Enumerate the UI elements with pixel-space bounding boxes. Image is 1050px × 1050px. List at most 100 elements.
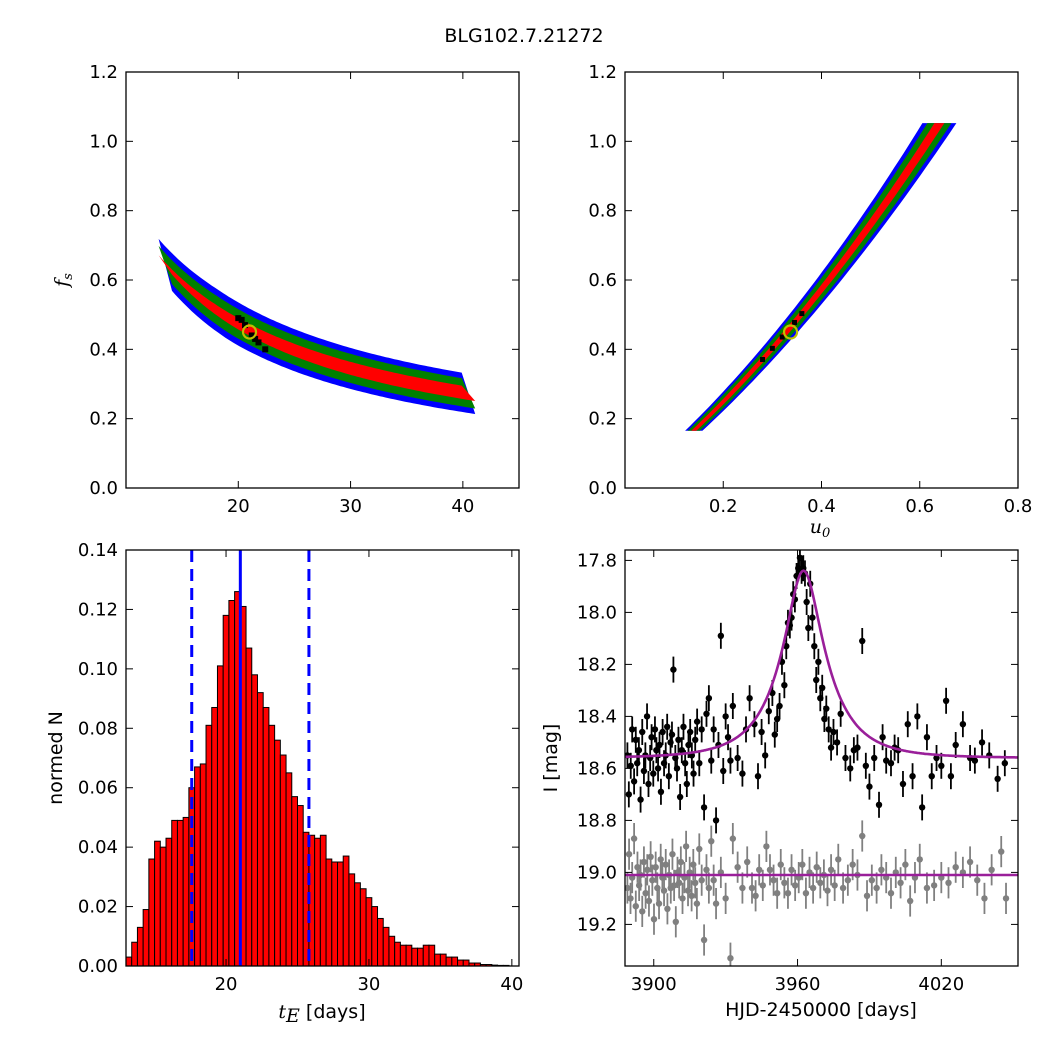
best-fit-cell (791, 319, 797, 325)
data-point (640, 767, 648, 775)
residual-point (684, 887, 692, 894)
residual-point (770, 877, 777, 884)
y-tick-label: 1.0 (588, 131, 617, 152)
y-tick-label: 0.04 (78, 837, 118, 858)
data-point (708, 757, 715, 764)
residual-point (802, 890, 810, 897)
data-point (842, 754, 849, 762)
data-point (651, 726, 659, 733)
data-point (720, 767, 727, 775)
residual-point (729, 835, 737, 842)
x-tick-label: 40 (500, 974, 523, 995)
x-tick-label: 3900 (631, 974, 677, 995)
data-point (854, 744, 861, 751)
data-point (815, 658, 822, 665)
te-fs-ticks: 20 30 40 0.0 0.2 0.4 0.6 0.8 1.0 1.2 (89, 62, 519, 517)
y-tick-label: 17.8 (577, 550, 617, 571)
residual-point (945, 879, 952, 886)
x-tick-label: 40 (451, 496, 474, 517)
residual-point (705, 884, 713, 892)
data-point (698, 726, 705, 733)
data-point (625, 791, 633, 798)
data-point (859, 637, 866, 645)
residual-point (974, 877, 981, 884)
histogram-bar (354, 882, 361, 967)
histogram-bar (417, 947, 424, 967)
data-point (813, 676, 820, 684)
data-point (703, 710, 710, 717)
data-point (971, 757, 979, 764)
data-point (942, 697, 950, 704)
figure-title: BLG102.7.21272 (444, 25, 603, 47)
light-curve-ylabel: I [mag] (540, 724, 562, 793)
data-point (823, 705, 830, 712)
histogram-bar (251, 674, 258, 967)
y-tick-label: 0.6 (89, 270, 118, 291)
y-tick-label: 18.4 (577, 706, 617, 727)
data-point (700, 804, 708, 811)
y-tick-label: 18.2 (577, 654, 617, 675)
residual-point (763, 843, 770, 850)
data-point (871, 754, 878, 762)
data-point (771, 731, 778, 738)
residual-point (679, 895, 686, 902)
residual-point (692, 879, 699, 886)
data-point (887, 760, 895, 767)
residual-point (902, 861, 909, 868)
residual-point (859, 832, 866, 840)
histogram-bar (359, 888, 367, 967)
histogram-bar (211, 706, 218, 967)
residual-point (696, 845, 703, 853)
histogram-bar (222, 614, 230, 967)
histogram-bar (171, 819, 178, 967)
residual-point (1002, 895, 1010, 902)
best-fit-cell (255, 339, 262, 346)
data-point (632, 736, 639, 743)
histogram-bar (228, 600, 236, 967)
residual-point (712, 900, 720, 907)
data-point (673, 765, 681, 772)
residual-point (863, 892, 871, 899)
residual-point (755, 866, 763, 873)
best-fit-cell (799, 311, 805, 317)
residual-point (998, 848, 1005, 855)
light-curve-axes-frame (624, 549, 1019, 967)
data-point (665, 773, 673, 780)
data-point (739, 770, 746, 777)
histogram-bar (314, 837, 321, 967)
best-fit-cell (262, 346, 269, 353)
histogram-bar (337, 861, 344, 967)
data-point (978, 739, 986, 746)
data-point (776, 702, 783, 710)
y-tick-label: 19.2 (577, 914, 617, 935)
x-tick-label: 30 (339, 496, 362, 517)
residual-point (657, 856, 664, 863)
x-tick-label: 20 (215, 974, 238, 995)
histogram-bar (342, 855, 350, 967)
residual-point (777, 861, 784, 868)
histogram-ylabel: normed N (45, 711, 67, 805)
data-point (883, 757, 890, 764)
u0-fs-contour-region (685, 123, 957, 431)
histogram-bar (205, 724, 213, 967)
histogram-bar (154, 840, 161, 967)
data-point (663, 723, 671, 730)
best-fit-cell (242, 322, 249, 329)
y-tick-label: 0.4 (588, 339, 617, 360)
data-point (635, 747, 643, 754)
residual-point (652, 864, 659, 871)
best-fit-cell (252, 335, 259, 342)
y-tick-label: 0.06 (78, 778, 118, 799)
data-point (879, 734, 886, 741)
histogram-bar (194, 766, 201, 967)
histogram-bar (131, 941, 138, 967)
data-point (656, 741, 663, 749)
residual-point (644, 866, 651, 873)
histogram-bar (428, 944, 436, 967)
y-tick-label: 0.6 (588, 270, 617, 291)
data-point (712, 817, 720, 824)
best-fit-cell (235, 315, 242, 322)
data-point (933, 754, 940, 762)
residual-point (923, 884, 931, 892)
